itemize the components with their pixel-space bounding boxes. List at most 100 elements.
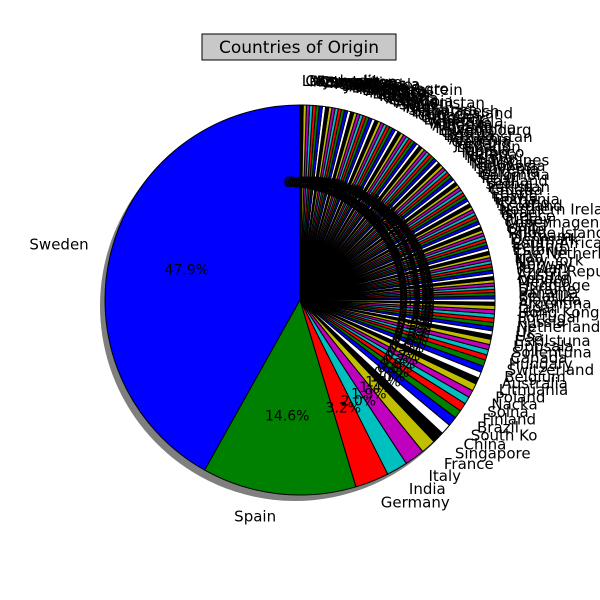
percent-label-bosnia: 0.3%	[359, 204, 395, 220]
percent-label-france: 1.4%	[359, 380, 395, 396]
category-label-turkey: Turkey	[502, 210, 552, 228]
category-label-luxembourg: Luxembourg	[438, 121, 532, 139]
category-label-georgia: Georgia	[451, 133, 510, 151]
category-label-bangladesh: Bangladesh	[411, 103, 499, 121]
percent-label-cuba: 0.3%	[345, 193, 381, 209]
category-label-poland: Poland	[495, 388, 545, 406]
category-label-panama: Panama	[518, 284, 578, 302]
percent-label-kosovo: 0.3%	[312, 179, 348, 195]
category-label-sri-lanka: Sri Lanka	[408, 101, 477, 119]
percent-label-ethiopia: 0.3%	[332, 186, 368, 202]
category-label-taiwan: Taiwan	[515, 259, 567, 277]
percent-label-guatemala: 0.3%	[302, 177, 338, 193]
percent-label-philippines: 0.3%	[373, 218, 409, 234]
percent-label-south-ko: 0.9%	[374, 365, 410, 381]
percent-label-greece: 0.3%	[390, 247, 426, 263]
category-label-australia: Australia	[502, 375, 568, 393]
category-label-spain: Spain	[234, 508, 276, 526]
category-label-sweden: Sweden	[29, 235, 88, 253]
category-label-the-netherlands: The Netherlands	[513, 245, 600, 263]
category-label-malta: Malta	[506, 217, 547, 235]
percent-label-algeria: 0.3%	[328, 184, 364, 200]
category-label-france: France	[444, 455, 494, 473]
category-label-bahrain: Bahrain	[372, 84, 430, 102]
percent-label-lebanon: 0.3%	[366, 210, 402, 226]
category-label-cyprus: Cyprus	[441, 124, 494, 142]
percent-label-malta: 0.3%	[392, 253, 428, 269]
category-label-new-zealand: New Zealand	[415, 105, 514, 123]
category-label-chile: Chile	[507, 220, 545, 238]
category-label-iraq: Iraq	[402, 97, 431, 115]
percent-label-south-africa: 0.3%	[395, 262, 431, 278]
percent-label-sollentuna: 0.5%	[396, 320, 432, 336]
category-label-huddinge: Huddinge	[518, 277, 590, 295]
percent-label-zimbabwe: 0.3%	[295, 176, 331, 192]
category-label-andorra: Andorra	[366, 82, 426, 100]
chart-title-box	[201, 33, 397, 61]
category-label-paraguay: Paraguay	[348, 78, 418, 96]
category-label-italy: Italy	[429, 467, 462, 485]
category-label-argentina: Argentina	[518, 295, 591, 313]
percent-label-australia: 0.6%	[390, 337, 426, 353]
percent-label-honduras: 0.3%	[300, 176, 336, 192]
percent-label-canada: 0.5%	[395, 323, 431, 339]
percent-label-croatia: 0.3%	[384, 233, 420, 249]
percent-label-macedonia: 0.3%	[355, 200, 391, 216]
percent-label-serbia: 0.3%	[382, 230, 418, 246]
category-label-uganda: Uganda	[331, 74, 389, 92]
category-label-morocco: Morocco	[462, 143, 525, 161]
percent-label-moldova: 0.3%	[352, 198, 388, 214]
percent-label-hong-kong: 0.4%	[399, 299, 435, 315]
percent-label-cameroon: 0.3%	[293, 176, 329, 192]
category-label-cuba: Cuba	[418, 106, 457, 124]
percent-label-turkey: 0.3%	[391, 249, 427, 265]
percent-label-nepal: 0.3%	[339, 190, 375, 206]
percent-label-portugal: 0.4%	[399, 302, 435, 318]
category-label-ecuador: Ecuador	[424, 110, 486, 128]
chart-title-group: Countries of Origin	[201, 33, 397, 61]
percent-label-morocco: 0.3%	[369, 213, 405, 229]
percent-label-japan: 0.4%	[399, 297, 435, 313]
percent-label-vietnam: 0.3%	[394, 258, 430, 274]
category-label-monaco: Monaco	[369, 83, 427, 101]
category-labels: Sweden Spain GermanyIndiaItalyFranceSingap…	[29, 72, 600, 525]
category-label-mexico: Mexico	[518, 273, 570, 291]
category-label-moldova: Moldova	[429, 115, 492, 133]
category-label-switzerland: Switzerland	[507, 361, 594, 379]
category-label-tunisia: Tunisia	[458, 141, 510, 159]
category-label-usa: Usa	[515, 328, 543, 346]
percent-label-argentina: 0.3%	[399, 294, 435, 310]
category-label-vietnam: Vietnam	[509, 227, 572, 245]
percent-label-thailand: 0.3%	[381, 229, 417, 245]
category-label-jordan: Jordan	[453, 136, 502, 154]
category-label-india: India	[409, 480, 446, 498]
percent-label-belarus: 0.3%	[399, 290, 435, 306]
category-label-rhode-island: Rhode Island	[508, 224, 600, 242]
percent-label-huddinge: 0.3%	[399, 285, 435, 301]
category-label-syria: Syria	[399, 96, 437, 114]
percent-label-israel: 0.3%	[390, 246, 426, 262]
category-label-venezuela: Venezuela	[427, 113, 504, 131]
category-label-uruguay: Uruguay	[421, 108, 485, 126]
category-label-macedonia: Macedonia	[435, 119, 516, 137]
category-label-solna: Solna	[487, 403, 529, 421]
percent-label-brazil: 0.8%	[377, 361, 413, 377]
category-label-bolivia: Bolivia	[352, 78, 402, 96]
category-label-bosnia: Bosnia	[444, 126, 494, 144]
category-label-myanmar: Myanmar	[309, 72, 380, 90]
percent-label-latvia: 0.3%	[385, 237, 421, 253]
percent-label-bolivia: 0.3%	[310, 178, 346, 194]
category-label-costa-rica: Costa Rica	[341, 76, 420, 94]
category-label-pakistan: Pakistan	[487, 178, 550, 196]
category-label-northern-ireland: Northern Ireland	[499, 200, 600, 218]
percent-label-ukraine: 0.3%	[399, 287, 435, 303]
percent-label-senegal: 0.3%	[291, 175, 327, 191]
category-label-nigeria: Nigeria	[464, 146, 518, 164]
percent-label-taiwan: 0.3%	[398, 275, 434, 291]
category-label-slovakia: Slovakia	[518, 291, 581, 309]
pie-slice-spain	[204, 299, 357, 496]
percent-label-norway: 0.3%	[398, 273, 434, 289]
percent-label-new-york: 0.3%	[397, 271, 433, 287]
category-label-norway: Norway	[516, 255, 573, 273]
